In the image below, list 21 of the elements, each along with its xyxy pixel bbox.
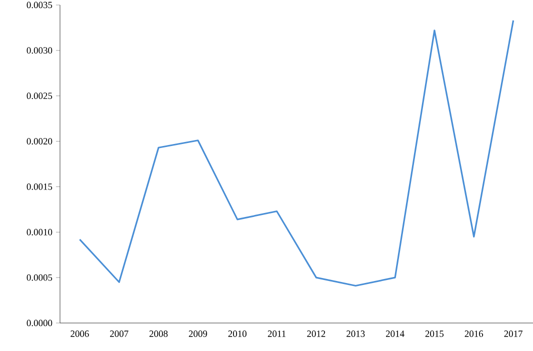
y-tick-label: 0.0030	[26, 47, 52, 54]
x-tick-label: 2009	[188, 330, 208, 337]
x-tick-label: 2013	[346, 330, 365, 337]
x-tick-label: 2014	[386, 330, 404, 337]
x-tick-label: 2011	[268, 330, 286, 337]
x-tick-label: 2006	[70, 330, 89, 337]
x-tick-label: 2016	[464, 330, 484, 337]
line-series	[78, 20, 514, 287]
y-tick-label: 0.0005	[26, 274, 52, 281]
y-tick-label: 0.0035	[26, 2, 52, 8]
x-tick-label: 2015	[425, 330, 444, 337]
x-tick-label: 2008	[150, 330, 168, 337]
y-tick-label: 0.0020	[26, 138, 52, 145]
x-tick-label: 2017	[504, 330, 522, 337]
x-tick-label: 2012	[307, 330, 326, 337]
x-tick-label: 2007	[110, 330, 128, 337]
x-tick-label: 2010	[228, 330, 246, 337]
y-tick-label: 0.0025	[26, 92, 52, 100]
y-tick-label: 0.0015	[26, 183, 52, 190]
y-tick-label: 0.0010	[26, 228, 52, 236]
y-tick-label: 0.0000	[26, 320, 52, 326]
